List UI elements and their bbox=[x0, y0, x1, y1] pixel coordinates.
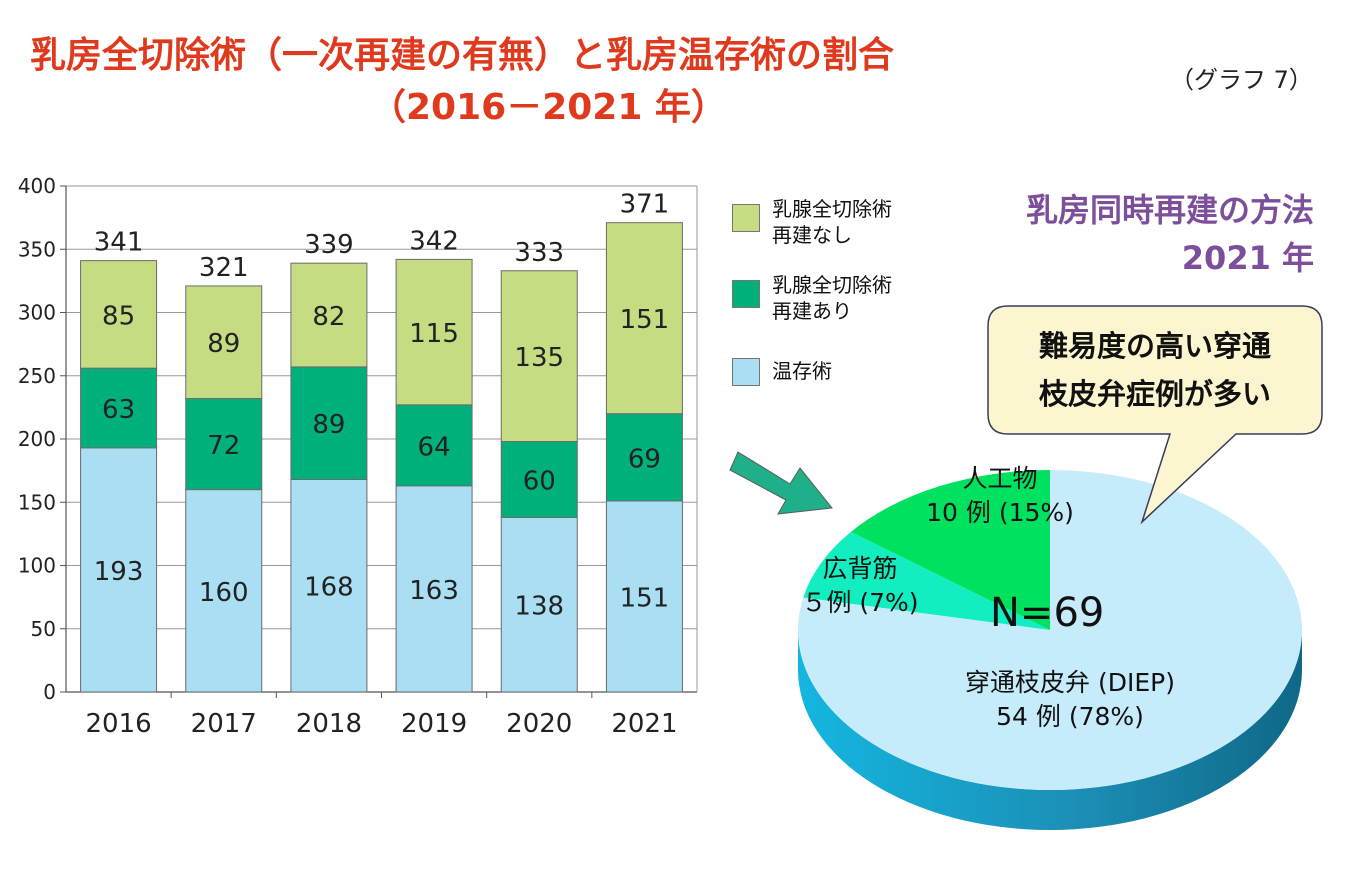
chart-title-line2: （2016－2021 年） bbox=[370, 87, 727, 128]
arrow-icon bbox=[729, 451, 833, 515]
legend-swatch-no-reconstruction bbox=[732, 204, 760, 232]
data-label-2020-1: 60 bbox=[523, 466, 556, 496]
bar-segment-2017-2 bbox=[185, 285, 263, 400]
x-tick-label-2019: 2019 bbox=[401, 709, 467, 739]
callout-text: 難易度の高い穿通 枝皮弁症例が多い bbox=[990, 322, 1320, 418]
bar-segment-2018-2 bbox=[290, 262, 368, 368]
bar-segment-2019-2 bbox=[395, 258, 473, 406]
data-label-2018-0: 168 bbox=[304, 573, 354, 603]
legend-label-no-reconstruction-line2: 再建なし bbox=[772, 223, 852, 247]
bar-segment-2020-0 bbox=[500, 516, 578, 693]
callout-bubble bbox=[987, 305, 1323, 525]
bar-segment-2020-1 bbox=[500, 441, 578, 518]
y-tick-label-0: 0 bbox=[43, 680, 56, 704]
total-label-2021: 371 bbox=[620, 190, 670, 220]
pie-label-diep-count: 54 例 (78%) bbox=[996, 702, 1144, 731]
y-tick-label-250: 250 bbox=[18, 364, 56, 388]
legend-label-reconstruction-line2: 再建あり bbox=[772, 299, 852, 323]
y-tick-label-200: 200 bbox=[18, 427, 56, 451]
y-tick-label-100: 100 bbox=[18, 554, 56, 578]
data-label-2016-2: 85 bbox=[102, 301, 135, 331]
total-label-2020: 333 bbox=[514, 238, 564, 268]
data-label-2018-1: 89 bbox=[312, 410, 345, 440]
data-label-2021-0: 151 bbox=[620, 583, 670, 613]
bar-segment-2018-1 bbox=[290, 366, 368, 480]
legend-swatch-reconstruction bbox=[732, 280, 760, 308]
pie-label-latissimus-name: 広背筋 bbox=[822, 554, 898, 583]
total-label-2016: 341 bbox=[94, 228, 144, 258]
bar-segment-2019-1 bbox=[395, 404, 473, 487]
legend-label-reconstruction-line1: 乳腺全切除術 bbox=[772, 273, 892, 297]
legend-label-no-reconstruction-line1: 乳腺全切除術 bbox=[772, 197, 892, 221]
bar-segment-2016-1 bbox=[80, 367, 158, 449]
data-label-2019-2: 115 bbox=[409, 319, 459, 349]
x-tick-label-2018: 2018 bbox=[296, 709, 362, 739]
pie-title-line2: 2021 年 bbox=[1181, 239, 1314, 277]
data-label-2017-0: 160 bbox=[199, 578, 249, 608]
bar-segment-2021-2 bbox=[605, 222, 683, 415]
pie-title-line1: 乳房同時再建の方法 bbox=[1025, 191, 1314, 229]
pie-label-implant-count: 10 例 (15%) bbox=[926, 498, 1074, 527]
pie-label-diep-name: 穿通枝皮弁 (DIEP) bbox=[965, 668, 1175, 697]
bar-segment-2016-2 bbox=[80, 260, 158, 369]
bar-segment-2017-0 bbox=[185, 489, 263, 693]
pie-total-label: N=69 bbox=[990, 590, 1105, 636]
total-label-2017: 321 bbox=[199, 253, 249, 283]
chart-title-line1: 乳房全切除術（一次再建の有無）と乳房温存術の割合 bbox=[30, 35, 895, 76]
data-label-2017-1: 72 bbox=[207, 431, 240, 461]
data-label-2019-0: 163 bbox=[409, 576, 459, 606]
bar-segment-2020-2 bbox=[500, 270, 578, 443]
pie-slice-1 bbox=[803, 531, 1050, 630]
bar-segment-2021-0 bbox=[605, 500, 683, 693]
pie-label-implant-name: 人工物 bbox=[962, 464, 1038, 493]
data-label-2021-1: 69 bbox=[628, 444, 661, 474]
pie-side bbox=[798, 630, 1302, 830]
y-tick-label-300: 300 bbox=[18, 301, 56, 325]
pie-label-latissimus-count: ５例 (7%) bbox=[801, 588, 919, 617]
bar-segment-2016-0 bbox=[80, 447, 158, 693]
callout-line2: 枝皮弁症例が多い bbox=[1038, 377, 1271, 411]
y-tick-label-350: 350 bbox=[18, 237, 56, 261]
data-label-2018-2: 82 bbox=[312, 302, 345, 332]
legend-swatch-conservation bbox=[732, 358, 760, 386]
bar-segment-2018-0 bbox=[290, 478, 368, 693]
x-tick-label-2016: 2016 bbox=[85, 709, 151, 739]
legend-label-reconstruction: 乳腺全切除術 再建あり bbox=[772, 272, 892, 324]
data-label-2016-1: 63 bbox=[102, 395, 135, 425]
data-label-2021-2: 151 bbox=[620, 305, 670, 335]
x-tick-label-2021: 2021 bbox=[611, 709, 677, 739]
bar-segment-2017-1 bbox=[185, 398, 263, 491]
callout-line1: 難易度の高い穿通 bbox=[1038, 329, 1271, 363]
x-tick-label-2020: 2020 bbox=[506, 709, 572, 739]
total-label-2019: 342 bbox=[409, 226, 459, 256]
total-label-2018: 339 bbox=[304, 230, 354, 260]
pie-label-diep: 穿通枝皮弁 (DIEP) 54 例 (78%) bbox=[900, 666, 1240, 734]
data-label-2019-1: 64 bbox=[418, 432, 451, 462]
chart-title: 乳房全切除術（一次再建の有無）と乳房温存術の割合 （2016－2021 年） bbox=[30, 30, 980, 134]
x-tick-label-2017: 2017 bbox=[191, 709, 257, 739]
data-label-2016-0: 193 bbox=[94, 557, 144, 587]
bar-segment-2021-1 bbox=[605, 413, 683, 502]
pie-label-implant: 人工物 10 例 (15%) bbox=[880, 462, 1120, 530]
pie-label-latissimus: 広背筋 ５例 (7%) bbox=[760, 552, 960, 620]
y-tick-label-400: 400 bbox=[18, 174, 56, 198]
bar-segment-2019-0 bbox=[395, 485, 473, 693]
legend-label-conservation: 温存術 bbox=[772, 359, 832, 383]
y-tick-label-50: 50 bbox=[31, 617, 56, 641]
data-label-2020-2: 135 bbox=[514, 343, 564, 373]
pie-title: 乳房同時再建の方法 2021 年 bbox=[1026, 186, 1314, 282]
graph-number: （グラフ 7） bbox=[1170, 66, 1313, 94]
y-tick-label-150: 150 bbox=[18, 490, 56, 514]
legend-label-no-reconstruction: 乳腺全切除術 再建なし bbox=[772, 196, 892, 248]
data-label-2017-2: 89 bbox=[207, 329, 240, 359]
data-label-2020-0: 138 bbox=[514, 592, 564, 622]
pie-slice-2 bbox=[850, 470, 1050, 630]
